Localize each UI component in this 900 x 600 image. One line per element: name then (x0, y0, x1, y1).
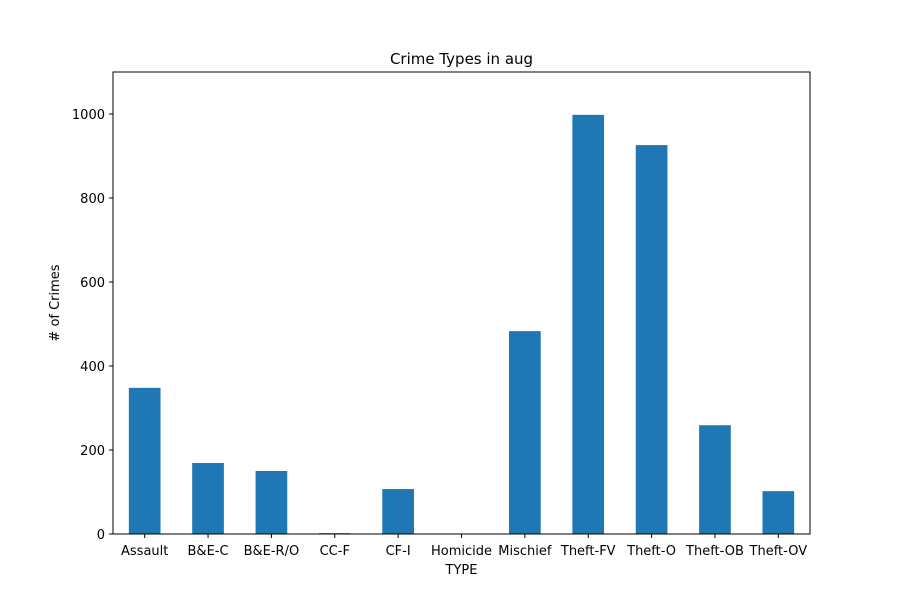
x-axis-ticks: Assault B&E-C B&E-R/O CC-F CF-I Homicide Misch… (121, 534, 807, 559)
bar-mischief (509, 331, 541, 534)
chart-title: Crime Types in aug (390, 50, 533, 68)
y-tick-label: 200 (80, 444, 105, 459)
y-tick-label: 0 (97, 528, 105, 543)
x-tick-label: Theft-OV (749, 544, 808, 559)
bar-theft-fv (572, 114, 605, 534)
bars-group (128, 114, 795, 534)
x-tick-label: Theft-FV (560, 544, 616, 559)
x-tick-label: B&E-R/O (244, 544, 300, 559)
y-axis-ticks: 0 200 400 600 800 1000 (72, 108, 113, 543)
x-tick-label: Theft-OB (685, 544, 744, 559)
x-tick-label: CC-F (320, 544, 350, 559)
y-tick-label: 800 (80, 192, 105, 207)
y-tick-label: 600 (80, 276, 105, 291)
y-tick-label: 1000 (72, 108, 105, 123)
bar-cf-i (382, 489, 414, 534)
y-axis-label: # of Crimes (48, 264, 63, 341)
bar-b-e-c (192, 463, 224, 534)
x-tick-label: Mischief (498, 544, 552, 559)
bar-theft-o (635, 145, 668, 534)
bar-assault (128, 387, 161, 534)
y-tick-label: 400 (80, 360, 105, 375)
bar-b-e-r-o (255, 471, 288, 534)
plot-frame (112, 71, 811, 535)
bar-theft-ob (699, 425, 731, 534)
x-tick-label: B&E-C (188, 544, 229, 559)
x-tick-label: CF-I (386, 544, 411, 559)
bar-theft-ov (762, 491, 795, 534)
x-tick-label: Assault (121, 544, 168, 559)
x-axis-label: TYPE (445, 563, 478, 578)
x-tick-label: Homicide (431, 544, 492, 559)
x-tick-label: Theft-O (626, 544, 676, 559)
